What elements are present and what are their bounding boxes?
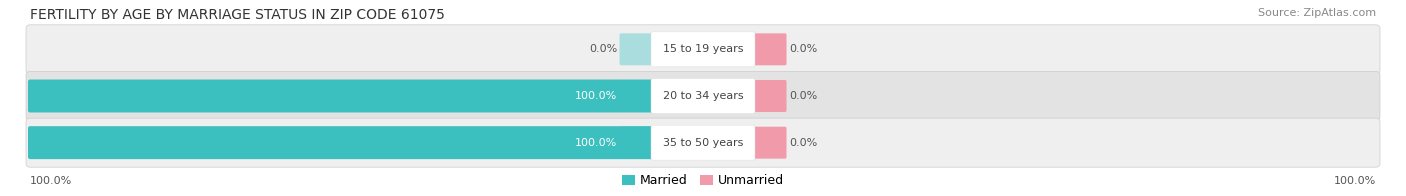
FancyBboxPatch shape	[620, 127, 652, 159]
Text: 100.0%: 100.0%	[30, 176, 72, 186]
FancyBboxPatch shape	[620, 33, 652, 65]
Text: 0.0%: 0.0%	[789, 91, 817, 101]
FancyBboxPatch shape	[28, 80, 655, 113]
FancyBboxPatch shape	[28, 126, 655, 159]
Legend: Married, Unmarried: Married, Unmarried	[617, 170, 789, 192]
Text: 0.0%: 0.0%	[789, 44, 817, 54]
FancyBboxPatch shape	[25, 118, 1381, 167]
Text: 100.0%: 100.0%	[575, 91, 617, 101]
FancyBboxPatch shape	[651, 79, 755, 113]
Text: 0.0%: 0.0%	[789, 138, 817, 148]
Text: Source: ZipAtlas.com: Source: ZipAtlas.com	[1258, 8, 1376, 18]
FancyBboxPatch shape	[651, 32, 755, 67]
Text: 20 to 34 years: 20 to 34 years	[662, 91, 744, 101]
FancyBboxPatch shape	[620, 80, 652, 112]
FancyBboxPatch shape	[25, 25, 1381, 74]
Text: FERTILITY BY AGE BY MARRIAGE STATUS IN ZIP CODE 61075: FERTILITY BY AGE BY MARRIAGE STATUS IN Z…	[30, 8, 444, 22]
Text: 15 to 19 years: 15 to 19 years	[662, 44, 744, 54]
FancyBboxPatch shape	[754, 127, 786, 159]
Text: 100.0%: 100.0%	[575, 138, 617, 148]
Text: 100.0%: 100.0%	[1334, 176, 1376, 186]
Text: 35 to 50 years: 35 to 50 years	[662, 138, 744, 148]
Text: 0.0%: 0.0%	[589, 44, 617, 54]
FancyBboxPatch shape	[651, 125, 755, 160]
FancyBboxPatch shape	[754, 33, 786, 65]
FancyBboxPatch shape	[754, 80, 786, 112]
FancyBboxPatch shape	[25, 72, 1381, 121]
